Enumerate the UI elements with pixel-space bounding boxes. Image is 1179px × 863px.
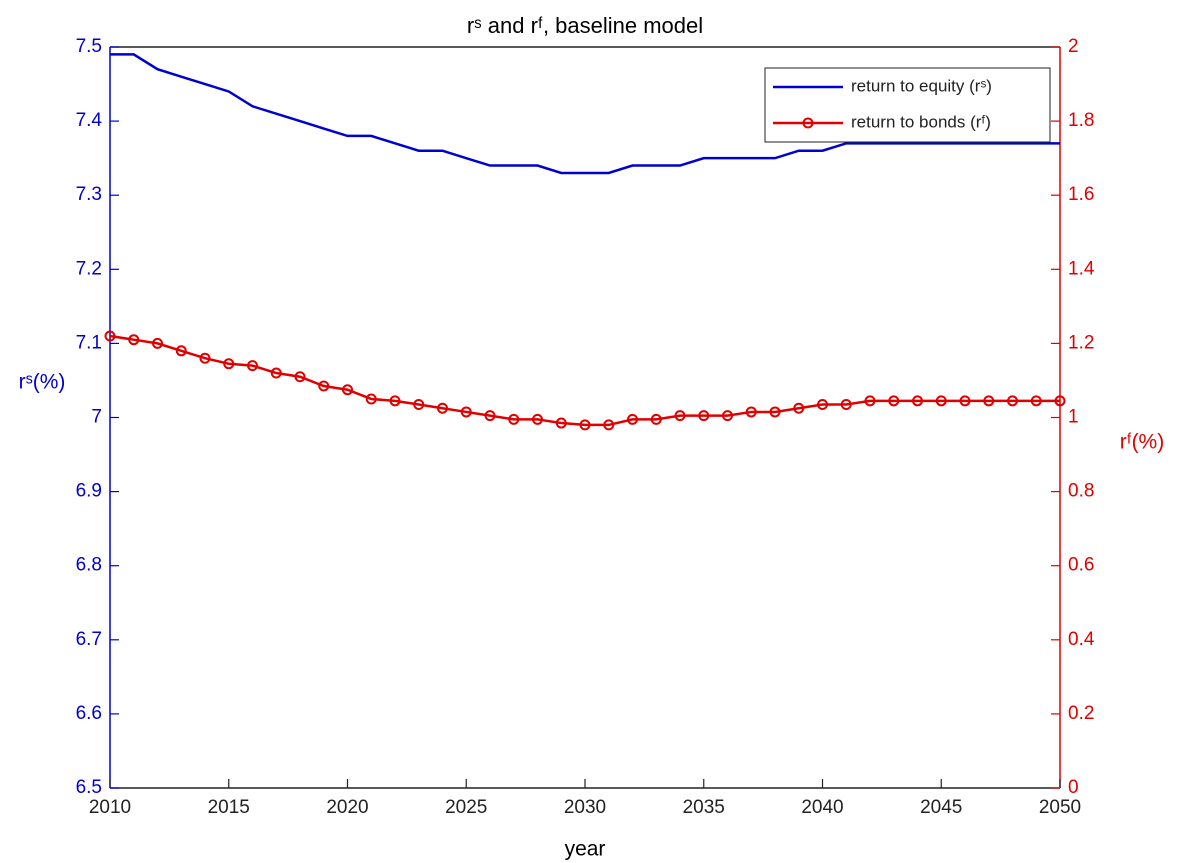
- series-marker: [698, 410, 710, 422]
- series-marker: [484, 410, 496, 422]
- y2-tick-label: 1.8: [1068, 110, 1094, 131]
- series-marker: [508, 413, 520, 425]
- series-marker: [817, 399, 828, 411]
- y-tick-label: 6.5: [76, 777, 102, 798]
- series-marker: [128, 334, 140, 346]
- series-marker: [603, 419, 615, 431]
- series-marker: [437, 402, 448, 414]
- series-marker: [199, 352, 211, 364]
- legend-marker: [802, 117, 814, 129]
- series-marker: [555, 417, 567, 429]
- series-marker: [223, 358, 235, 370]
- legend-label: return to bonds (rᶠ): [851, 112, 991, 131]
- y2-tick-label: 1.6: [1068, 184, 1094, 205]
- series-marker: [793, 402, 805, 414]
- y-tick-label: 7: [91, 407, 102, 428]
- series-marker: [840, 399, 852, 411]
- series-marker: [389, 395, 401, 407]
- y-tick-label: 7.3: [76, 184, 102, 205]
- series-marker: [365, 393, 377, 405]
- y2-tick-label: 0.4: [1068, 629, 1095, 650]
- y2-tick-label: 0: [1068, 777, 1079, 798]
- y2-tick-label: 1: [1068, 407, 1079, 428]
- chart-title: rˢ and rᶠ, baseline model: [467, 13, 703, 38]
- series-marker: [318, 380, 330, 392]
- x-tick-label: 2010: [89, 797, 131, 818]
- y-tick-label: 7.4: [76, 110, 103, 131]
- x-tick-label: 2045: [920, 797, 962, 818]
- y2-tick-label: 1.2: [1068, 332, 1094, 353]
- legend-label: return to equity (rˢ): [851, 76, 992, 95]
- series-marker: [532, 413, 543, 425]
- x-axis-label: year: [565, 838, 606, 861]
- x-tick-label: 2025: [445, 797, 487, 818]
- series-marker: [247, 360, 258, 372]
- x-tick-label: 2050: [1039, 797, 1081, 818]
- series-line: [109, 334, 1060, 427]
- series-marker: [175, 345, 187, 357]
- series-marker: [983, 395, 995, 407]
- series-marker: [579, 419, 591, 431]
- series-marker: [1054, 395, 1066, 407]
- y2-axis-label: rᶠ(%): [1120, 431, 1164, 454]
- series-marker: [342, 384, 353, 396]
- y2-tick-label: 0.2: [1068, 703, 1094, 724]
- series-marker: [864, 395, 876, 407]
- y-axis-label: rˢ(%): [19, 371, 66, 394]
- x-tick-label: 2030: [564, 797, 606, 818]
- x-tick-label: 2015: [208, 797, 250, 818]
- y2-tick-label: 0.8: [1068, 481, 1094, 502]
- y-tick-label: 6.6: [76, 703, 102, 724]
- y-tick-label: 7.2: [76, 258, 102, 279]
- x-tick-label: 2040: [801, 797, 843, 818]
- series-marker: [674, 410, 686, 422]
- y-tick-label: 6.9: [76, 481, 102, 502]
- series-marker: [912, 395, 923, 407]
- y-tick-label: 7.5: [76, 36, 102, 57]
- y-tick-label: 6.8: [76, 555, 102, 576]
- series-marker: [270, 367, 282, 379]
- series-marker: [413, 399, 425, 411]
- y-tick-label: 6.7: [76, 629, 102, 650]
- series-marker: [722, 410, 733, 422]
- series-marker: [935, 395, 947, 407]
- series-marker: [650, 413, 662, 425]
- series-marker: [627, 413, 638, 425]
- series-marker: [152, 337, 163, 349]
- series-marker: [294, 371, 306, 383]
- series-line: [110, 53, 1060, 175]
- series-marker: [104, 330, 116, 342]
- x-tick-label: 2020: [326, 797, 368, 818]
- y2-tick-label: 1.4: [1068, 258, 1095, 279]
- legend-box: [764, 67, 1051, 143]
- series-marker: [745, 406, 757, 418]
- series-marker: [1007, 395, 1018, 407]
- series-marker: [460, 406, 472, 418]
- series-marker: [1030, 395, 1042, 407]
- x-tick-label: 2035: [683, 797, 725, 818]
- series-marker: [769, 406, 781, 418]
- y2-tick-label: 2: [1068, 36, 1079, 57]
- series-marker: [959, 395, 971, 407]
- y2-tick-label: 0.6: [1068, 555, 1094, 576]
- y-tick-label: 7.1: [76, 332, 102, 353]
- series-marker: [888, 395, 900, 407]
